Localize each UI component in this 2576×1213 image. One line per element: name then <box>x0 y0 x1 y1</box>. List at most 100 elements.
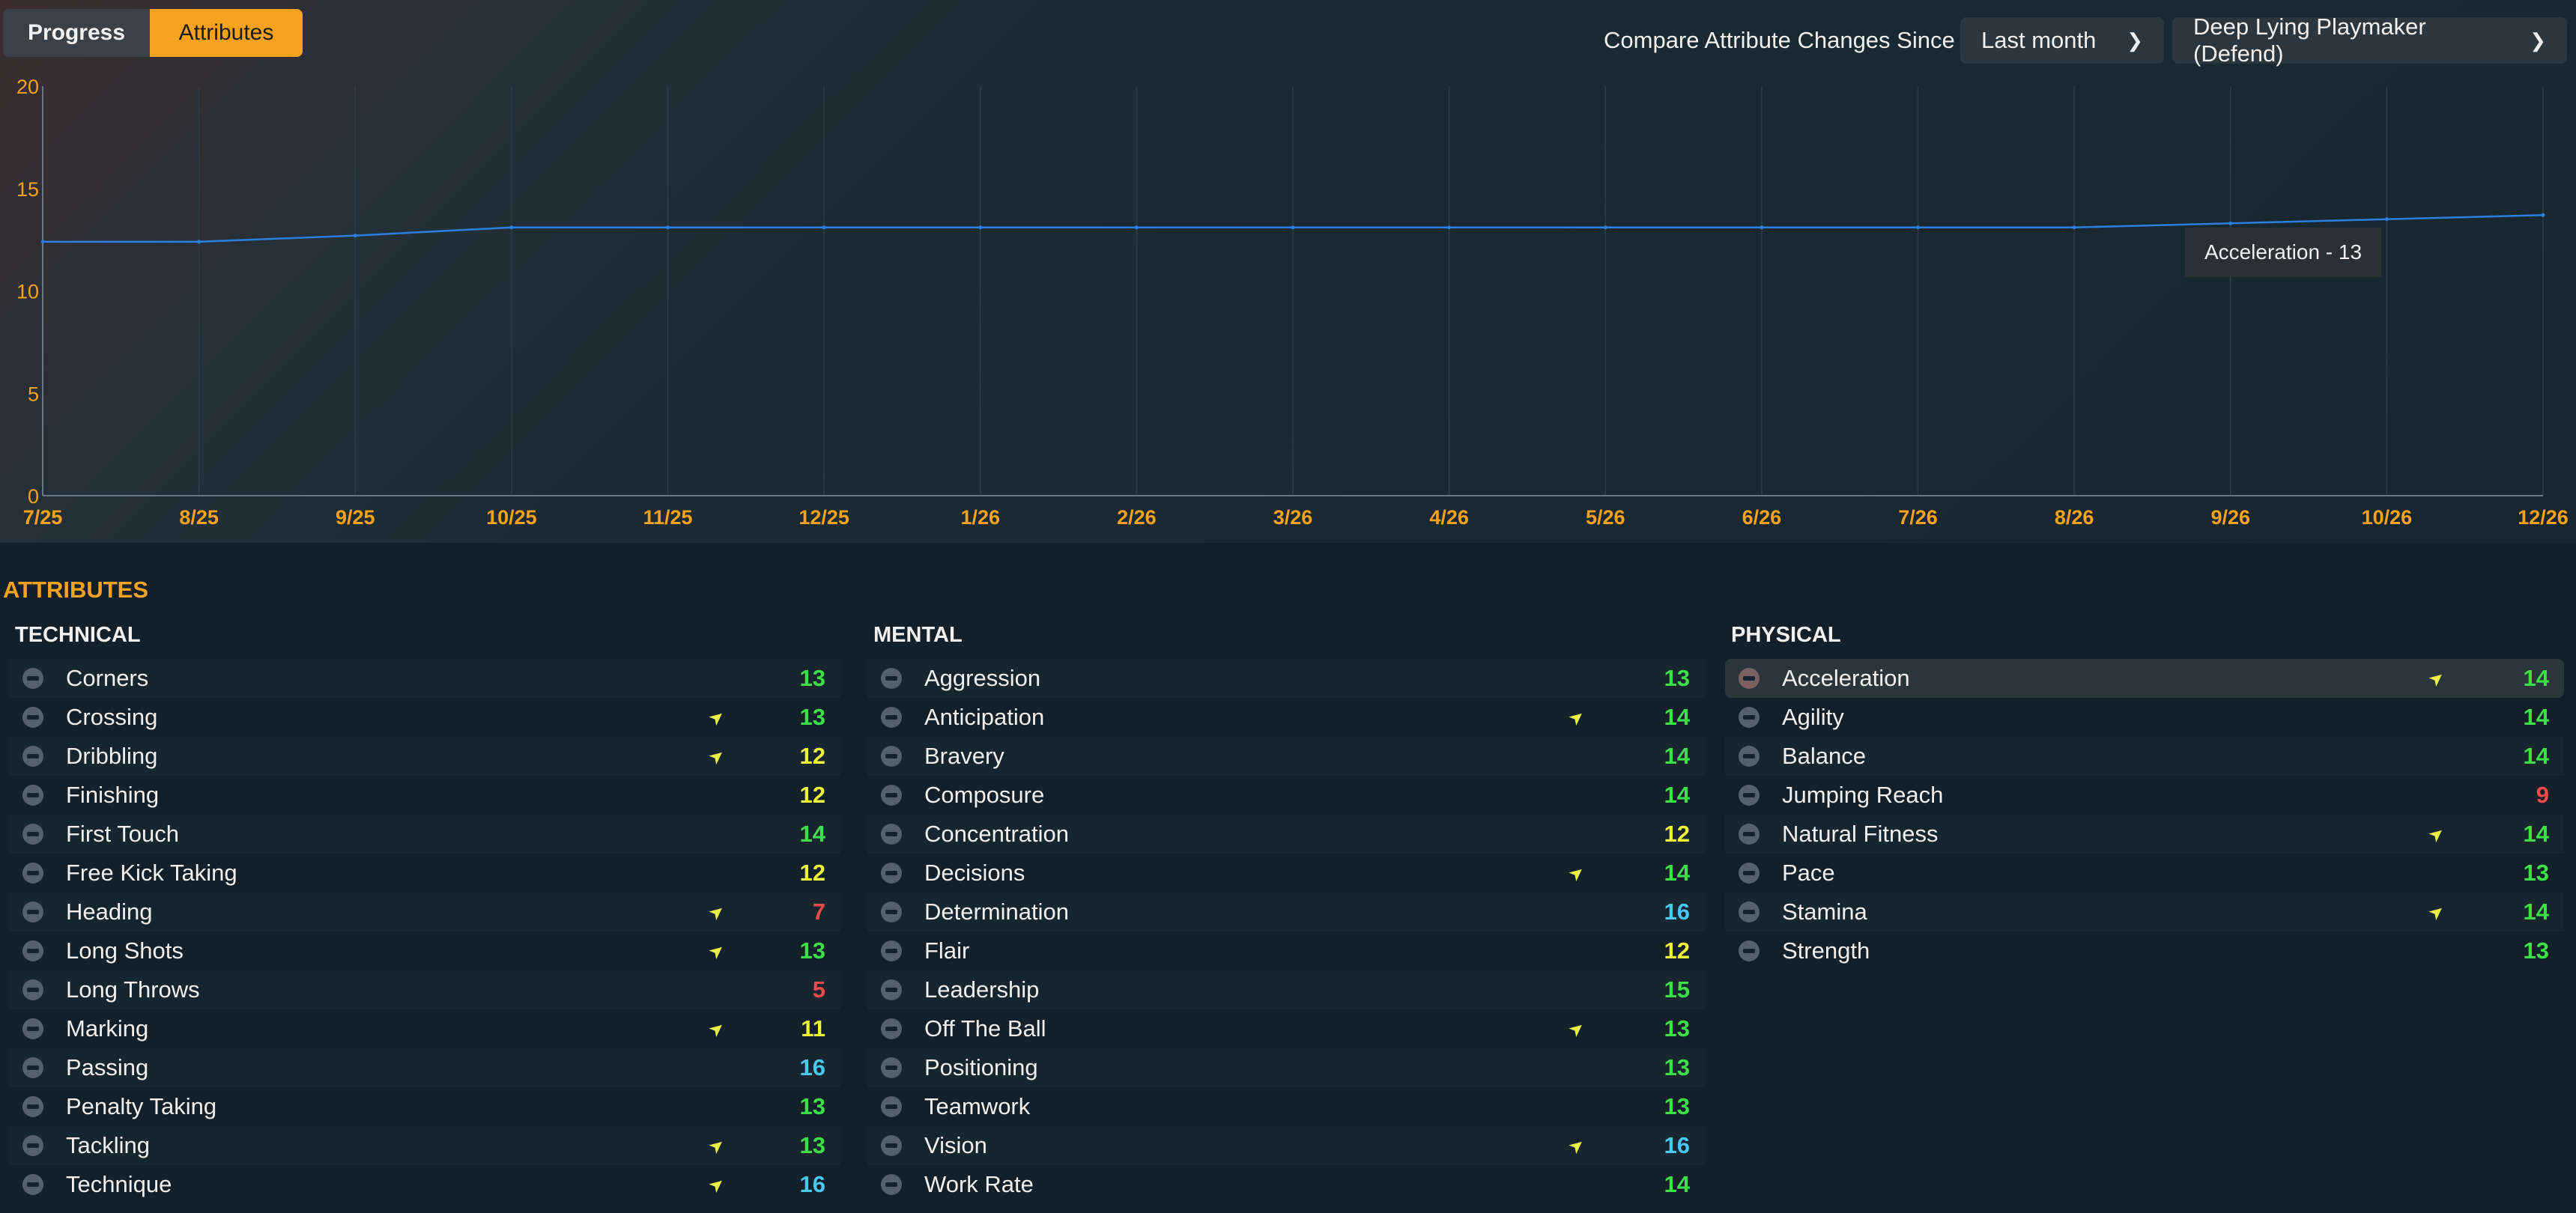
attribute-row[interactable]: Agility 14 <box>1725 698 2564 737</box>
attribute-toggle-icon[interactable] <box>1739 863 1760 884</box>
attribute-row[interactable]: Heading ➤ 7 <box>9 893 840 931</box>
attribute-row[interactable]: Technique ➤ 16 <box>9 1165 840 1204</box>
attribute-toggle-icon[interactable] <box>22 1174 43 1195</box>
attribute-row[interactable]: Long Shots ➤ 13 <box>9 931 840 970</box>
attribute-row[interactable]: Passing 16 <box>9 1048 840 1087</box>
attribute-toggle-icon[interactable] <box>881 746 902 767</box>
attribute-name: Composure <box>924 782 1045 808</box>
x-tick-label: 11/25 <box>643 506 692 529</box>
attribute-row[interactable]: Decisions ➤ 14 <box>867 854 1705 893</box>
data-point <box>2072 225 2076 230</box>
attribute-row[interactable]: Acceleration ➤ 14 <box>1725 659 2564 698</box>
data-point <box>2541 213 2545 217</box>
attribute-value: 12 <box>799 782 825 808</box>
role-dropdown[interactable]: Deep Lying Playmaker (Defend) ❯ <box>2172 13 2567 67</box>
attribute-value: 11 <box>801 1015 825 1042</box>
attribute-row[interactable]: Flair 12 <box>867 931 1705 970</box>
attribute-toggle-icon[interactable] <box>881 824 902 845</box>
tab-attributes[interactable]: Attributes <box>150 9 303 57</box>
attribute-toggle-icon[interactable] <box>22 668 43 689</box>
attribute-toggle-icon[interactable] <box>22 707 43 728</box>
attribute-toggle-icon[interactable] <box>881 1174 902 1195</box>
x-tick-label: 9/25 <box>336 506 375 529</box>
attribute-toggle-icon[interactable] <box>1739 824 1760 845</box>
attribute-row[interactable]: Positioning 13 <box>867 1048 1705 1087</box>
attribute-toggle-icon[interactable] <box>881 1135 902 1156</box>
attribute-row[interactable]: Concentration 12 <box>867 815 1705 854</box>
attribute-toggle-icon[interactable] <box>881 863 902 884</box>
attribute-toggle-icon[interactable] <box>22 1018 43 1039</box>
attribute-name: First Touch <box>66 821 180 847</box>
data-point <box>40 240 45 244</box>
attribute-name: Anticipation <box>924 704 1045 730</box>
attribute-row[interactable]: Determination 16 <box>867 893 1705 931</box>
attribute-toggle-icon[interactable] <box>881 1096 902 1117</box>
attribute-toggle-icon[interactable] <box>1739 707 1760 728</box>
attribute-name: Marking <box>66 1015 149 1042</box>
period-dropdown[interactable]: Last month ❯ <box>1960 17 2164 64</box>
attribute-toggle-icon[interactable] <box>881 1057 902 1078</box>
attribute-toggle-icon[interactable] <box>22 746 43 767</box>
attribute-row[interactable]: Leadership 15 <box>867 970 1705 1009</box>
attribute-toggle-icon[interactable] <box>22 979 43 1000</box>
data-point <box>2384 217 2389 222</box>
attribute-row[interactable]: First Touch 14 <box>9 815 840 854</box>
attribute-toggle-icon[interactable] <box>22 1135 43 1156</box>
attribute-row[interactable]: Bravery 14 <box>867 737 1705 776</box>
attribute-row[interactable]: Corners 13 <box>9 659 840 698</box>
attribute-toggle-icon[interactable] <box>22 1057 43 1078</box>
attribute-name: Technique <box>66 1171 172 1197</box>
attribute-row[interactable]: Dribbling ➤ 12 <box>9 737 840 776</box>
attribute-value: 16 <box>799 1054 825 1080</box>
attribute-row[interactable]: Balance 14 <box>1725 737 2564 776</box>
attribute-toggle-icon[interactable] <box>881 979 902 1000</box>
attribute-name: Crossing <box>66 704 158 730</box>
attribute-row[interactable]: Vision ➤ 16 <box>867 1126 1705 1165</box>
attribute-toggle-icon[interactable] <box>1739 785 1760 806</box>
attribute-row[interactable]: Jumping Reach 9 <box>1725 776 2564 815</box>
chevron-down-icon: ❯ <box>2127 28 2143 52</box>
attribute-toggle-icon[interactable] <box>22 863 43 884</box>
attribute-row[interactable]: Off The Ball ➤ 13 <box>867 1009 1705 1048</box>
attribute-row[interactable]: Teamwork 13 <box>867 1087 1705 1126</box>
attribute-row[interactable]: Penalty Taking 13 <box>9 1087 840 1126</box>
attribute-value: 14 <box>799 821 825 847</box>
attribute-row[interactable]: Anticipation ➤ 14 <box>867 698 1705 737</box>
attribute-toggle-icon[interactable] <box>881 785 902 806</box>
attribute-toggle-icon[interactable] <box>22 902 43 922</box>
attribute-toggle-icon[interactable] <box>881 668 902 689</box>
attribute-row[interactable]: Composure 14 <box>867 776 1705 815</box>
data-point <box>509 225 514 230</box>
attribute-toggle-icon[interactable] <box>22 785 43 806</box>
attribute-toggle-icon[interactable] <box>1739 940 1760 961</box>
attribute-toggle-icon[interactable] <box>22 1096 43 1117</box>
attribute-toggle-icon[interactable] <box>881 940 902 961</box>
attribute-toggle-icon[interactable] <box>881 902 902 922</box>
attribute-name: Decisions <box>924 860 1025 886</box>
attribute-toggle-icon[interactable] <box>1739 668 1760 689</box>
attribute-row[interactable]: Tackling ➤ 13 <box>9 1126 840 1165</box>
attribute-name: Jumping Reach <box>1782 782 1944 808</box>
attribute-toggle-icon[interactable] <box>881 1018 902 1039</box>
attribute-row[interactable]: Aggression 13 <box>867 659 1705 698</box>
attribute-row[interactable]: Long Throws 5 <box>9 970 840 1009</box>
tab-progress[interactable]: Progress <box>3 9 150 57</box>
attribute-toggle-icon[interactable] <box>22 940 43 961</box>
attribute-row[interactable]: Pace 13 <box>1725 854 2564 893</box>
attribute-row[interactable]: Free Kick Taking 12 <box>9 854 840 893</box>
attribute-row[interactable]: Work Rate 14 <box>867 1165 1705 1204</box>
attribute-row[interactable]: Finishing 12 <box>9 776 840 815</box>
attribute-row[interactable]: Crossing ➤ 13 <box>9 698 840 737</box>
x-tick-label: 8/25 <box>179 506 219 529</box>
attribute-row[interactable]: Strength 13 <box>1725 931 2564 970</box>
attribute-toggle-icon[interactable] <box>22 824 43 845</box>
y-tick-label: 20 <box>16 76 39 98</box>
attribute-row[interactable]: Marking ➤ 11 <box>9 1009 840 1048</box>
data-point <box>353 234 357 238</box>
attribute-toggle-icon[interactable] <box>1739 746 1760 767</box>
attribute-row[interactable]: Natural Fitness ➤ 14 <box>1725 815 2564 854</box>
attribute-toggle-icon[interactable] <box>1739 902 1760 922</box>
column-header: TECHNICAL <box>15 623 141 647</box>
attribute-row[interactable]: Stamina ➤ 14 <box>1725 893 2564 931</box>
attribute-toggle-icon[interactable] <box>881 707 902 728</box>
